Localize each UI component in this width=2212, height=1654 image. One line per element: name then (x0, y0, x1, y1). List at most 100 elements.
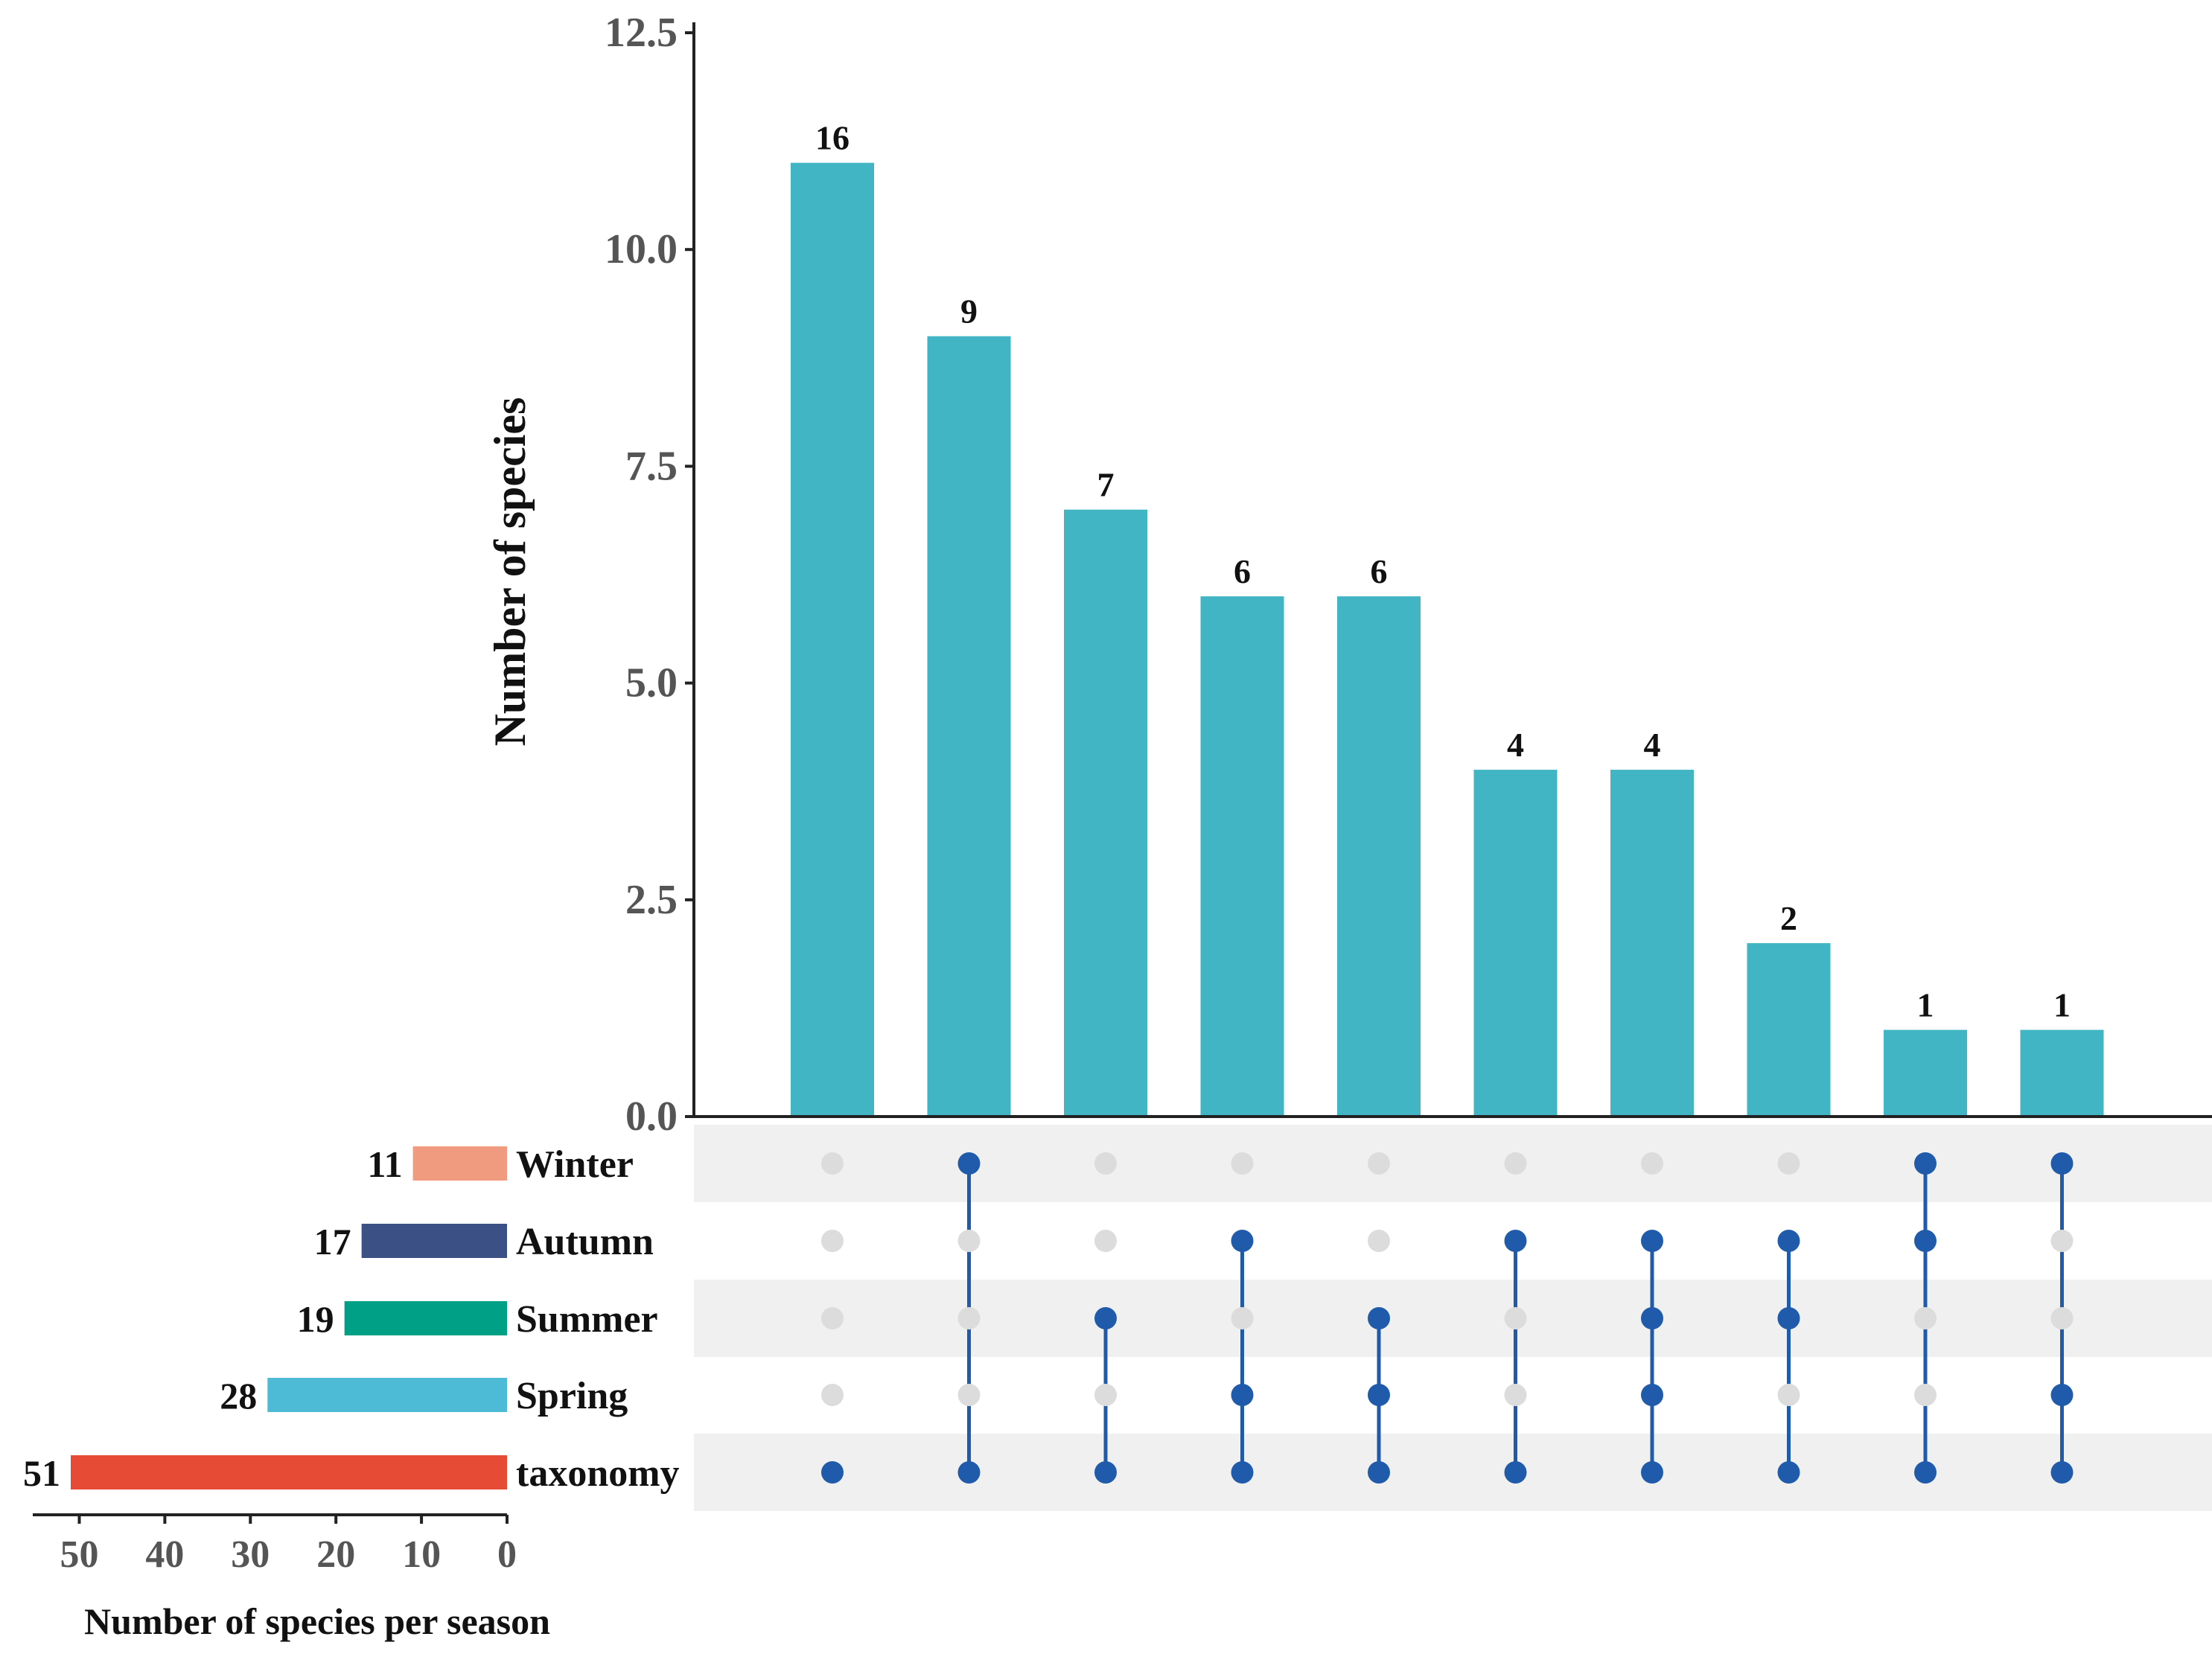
matrix-dot-active (1777, 1461, 1800, 1484)
matrix-dot-active (957, 1152, 981, 1175)
matrix-dot-active (957, 1461, 981, 1484)
matrix-dot-active (1777, 1230, 1800, 1252)
matrix-dot-active (1368, 1307, 1390, 1329)
intersection-bar (1610, 770, 1694, 1117)
y-tick-label: 2.5 (625, 877, 678, 923)
intersection-bar (1747, 943, 1831, 1117)
matrix-dot-inactive (1231, 1307, 1254, 1329)
set-size-data-label: 17 (314, 1221, 351, 1262)
matrix-dot-inactive (1094, 1152, 1117, 1175)
matrix-dot-inactive (1368, 1230, 1390, 1252)
matrix-dot-active (1504, 1230, 1527, 1252)
matrix-dot-inactive (1231, 1152, 1254, 1175)
intersection-bar (927, 336, 1011, 1117)
side-tick-label: 0 (497, 1533, 517, 1576)
intersection-bar (1064, 509, 1147, 1117)
set-size-bar (344, 1301, 507, 1335)
matrix-row-stripe (694, 1434, 2212, 1511)
matrix-dot-active (1641, 1307, 1663, 1329)
y-tick-label: 12.5 (605, 10, 678, 56)
matrix-dot-inactive (957, 1307, 981, 1329)
matrix-background (694, 1125, 2212, 1511)
matrix-dot-inactive (1914, 1307, 1937, 1329)
intersection-bar (2020, 1029, 2104, 1117)
bar-data-label: 1 (2053, 986, 2071, 1024)
side-tick-label: 20 (316, 1533, 355, 1576)
set-name-label: Spring (516, 1375, 628, 1417)
set-size-data-label: 51 (23, 1452, 60, 1494)
matrix-dot-inactive (1094, 1230, 1117, 1252)
matrix-dot-inactive (821, 1307, 844, 1329)
matrix-dot-active (2050, 1152, 2074, 1175)
matrix-row-stripe (694, 1280, 2212, 1357)
x-axis-label: Number of species per season (84, 1600, 550, 1642)
matrix-dot-inactive (1504, 1384, 1527, 1406)
bar-data-label: 16 (815, 119, 850, 157)
set-size-bar (361, 1224, 507, 1258)
intersection-bar-chart: 16 9 7 6 6 4 4 2 1 1 (791, 119, 2104, 1117)
matrix-dot-active (1094, 1461, 1117, 1484)
y-axis-label: Number of species (485, 397, 535, 747)
bar-data-label: 2 (1780, 899, 1797, 937)
matrix-dot-inactive (1914, 1384, 1937, 1406)
set-size-bar (267, 1378, 507, 1412)
set-name-labels: Winter Autumn Summer Spring taxonomy (516, 1143, 680, 1495)
bar-data-label: 1 (1917, 986, 1934, 1024)
matrix-dot-active (2050, 1461, 2074, 1484)
matrix-dot-inactive (2050, 1230, 2074, 1252)
bar-data-label: 6 (1234, 552, 1251, 590)
matrix-row-stripe (694, 1125, 2212, 1202)
matrix-dot-inactive (1504, 1152, 1527, 1175)
matrix-dot-inactive (1777, 1152, 1800, 1175)
set-size-bar (71, 1455, 507, 1489)
matrix-dot-active (1368, 1384, 1390, 1406)
set-name-label: Winter (516, 1143, 634, 1186)
matrix-dot-inactive (957, 1230, 981, 1252)
y-tick-label: 0.0 (625, 1093, 678, 1140)
matrix-dot-inactive (957, 1384, 981, 1406)
side-tick-label: 50 (60, 1533, 98, 1576)
bar-data-label: 6 (1371, 552, 1388, 590)
side-tick-label: 10 (402, 1533, 441, 1576)
matrix-dot-active (1914, 1152, 1937, 1175)
matrix-dot-inactive (1094, 1384, 1117, 1406)
intersection-bar (1200, 596, 1284, 1117)
intersection-bar (1884, 1029, 1967, 1117)
set-name-label: Summer (516, 1298, 658, 1341)
intersection-y-axis: 0.0 2.5 5.0 7.5 10.0 12.5 (605, 10, 2212, 1140)
matrix-dot-inactive (1504, 1307, 1527, 1329)
set-size-bar-chart: 11 17 19 28 51 (23, 1143, 507, 1494)
matrix-dot-active (1094, 1307, 1117, 1329)
matrix-dot-active (1368, 1461, 1390, 1484)
matrix-dot-inactive (821, 1152, 844, 1175)
set-size-x-axis: 50 40 30 20 10 0 (33, 1513, 517, 1576)
set-size-data-label: 11 (367, 1143, 402, 1185)
matrix-dot-active (1231, 1461, 1254, 1484)
set-name-label: taxonomy (516, 1452, 680, 1495)
matrix-dot-active (1914, 1230, 1937, 1252)
y-tick-label: 5.0 (625, 660, 678, 706)
set-size-bar (412, 1146, 507, 1181)
matrix-dot-active (1231, 1384, 1254, 1406)
bar-data-label: 4 (1644, 726, 1661, 764)
matrix-dot-active (821, 1461, 844, 1484)
matrix-dot-inactive (1368, 1152, 1390, 1175)
matrix-dot-active (1504, 1461, 1527, 1484)
matrix-dot-inactive (2050, 1307, 2074, 1329)
matrix-dot-active (1641, 1461, 1663, 1484)
set-name-label: Autumn (516, 1221, 654, 1263)
matrix-dot-active (1641, 1384, 1663, 1406)
matrix-dot-inactive (821, 1384, 844, 1406)
intersection-bar (791, 162, 874, 1117)
intersection-bar (1473, 770, 1558, 1117)
matrix-dot-inactive (1777, 1384, 1800, 1406)
matrix-dot-active (1231, 1230, 1254, 1252)
matrix-dot-inactive (821, 1230, 844, 1252)
bar-data-label: 4 (1507, 726, 1524, 764)
matrix-dot-active (2050, 1384, 2074, 1406)
y-tick-label: 7.5 (625, 443, 678, 489)
intersection-bar (1337, 596, 1421, 1117)
bar-data-label: 9 (960, 293, 978, 331)
matrix-dot-active (1914, 1461, 1937, 1484)
